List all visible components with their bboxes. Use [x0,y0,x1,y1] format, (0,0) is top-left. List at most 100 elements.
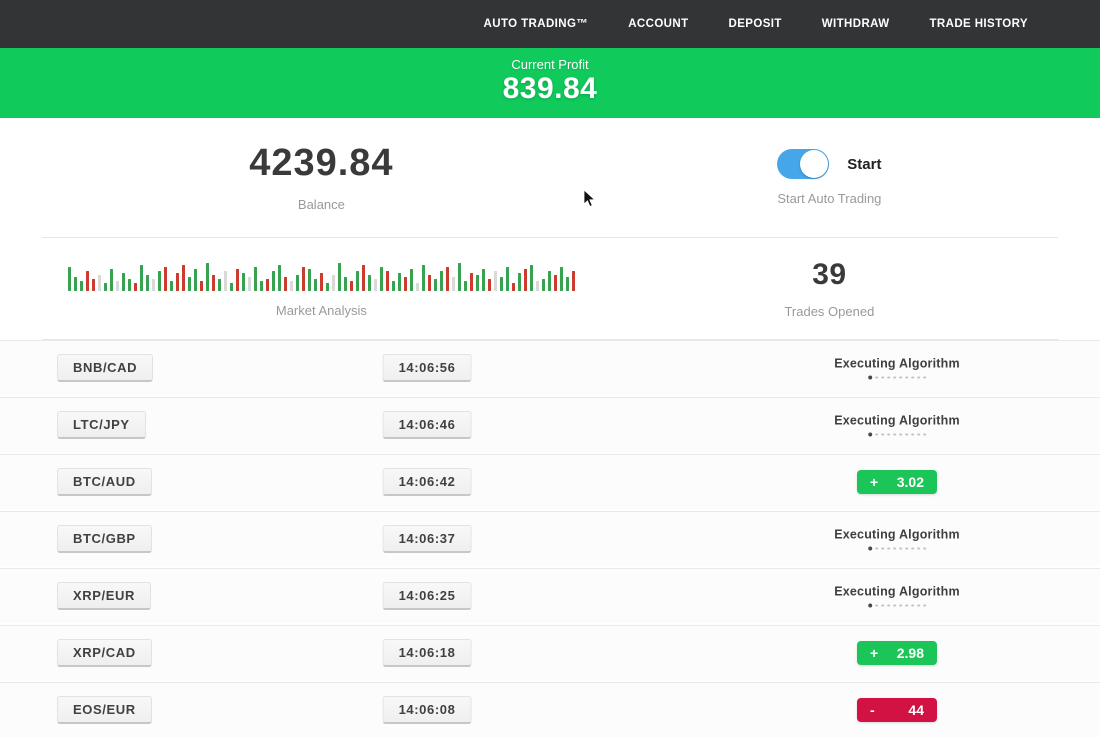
candle-bar [307,269,311,291]
progress-dot [917,547,920,550]
candle-bar [331,275,335,291]
executing-algorithm-label: Executing Algorithm [834,413,960,428]
nav-item-trade-history[interactable]: TRADE HISTORY [929,18,1028,30]
candle-bar [259,281,263,291]
pair-tag[interactable]: LTC/JPY [57,411,146,439]
toggle-state-label: Start [847,155,882,173]
profit-badge: +3.02 [857,470,937,494]
executing-algorithm-label: Executing Algorithm [834,356,960,371]
trade-row: LTC/JPY 14:06:46 Executing Algorithm [0,397,1100,452]
progress-dot [893,547,896,550]
trades-opened-block: 39 Trades Opened [601,238,1058,339]
candle-bar [157,271,161,291]
progress-dot [875,604,878,607]
progress-dot [893,604,896,607]
pair-tag[interactable]: BTC/AUD [57,468,152,496]
candle-bar [133,283,137,291]
market-analysis-label: Market Analysis [275,303,367,318]
nav-item-deposit[interactable]: DEPOSIT [728,18,782,30]
candle-bar [571,271,575,291]
candle-bar [169,281,173,291]
time-tag[interactable]: 14:06:56 [382,354,472,382]
candle-bar [487,279,491,291]
candle-bar [535,281,539,291]
progress-dot [893,433,896,436]
progress-dot [881,604,884,607]
time-tag[interactable]: 14:06:37 [382,525,472,553]
candle-bar [343,277,347,291]
nav-item-account[interactable]: ACCOUNT [628,18,689,30]
executing-algorithm-label: Executing Algorithm [834,527,960,542]
trade-row: BTC/GBP 14:06:37 Executing Algorithm [0,511,1100,566]
nav-item-withdraw[interactable]: WITHDRAW [821,18,890,30]
candle-bar [385,271,389,291]
progress-dot [887,604,890,607]
pair-tag[interactable]: BTC/GBP [57,525,152,553]
time-tag[interactable]: 14:06:08 [382,696,472,724]
candle-bar [79,281,83,291]
progress-dot [905,604,908,607]
current-profit-value: 839.84 [502,72,598,105]
trades-opened-value: 39 [812,258,847,291]
trades-list: BNB/CAD 14:06:56 Executing Algorithm LTC… [0,340,1100,737]
candle-bar [175,273,179,291]
candle-bar [277,265,281,291]
current-profit-label: Current Profit [511,57,589,72]
time-tag[interactable]: 14:06:18 [382,639,472,667]
progress-dot [899,547,902,550]
result-sign: + [870,474,879,490]
progress-dot [905,433,908,436]
candle-bar [109,269,113,291]
trade-status: - 44 [857,698,937,722]
candle-bar [517,273,521,291]
progress-dot [893,376,896,379]
nav-item-auto-trading[interactable]: AUTO TRADING™ [483,18,589,30]
progress-dot [923,604,926,607]
time-tag[interactable]: 14:06:25 [382,582,472,610]
candle-bar [553,275,557,291]
progress-dot [867,546,872,551]
pair-tag[interactable]: XRP/CAD [57,639,152,667]
progress-dot [911,604,914,607]
progress-dot [881,433,884,436]
candle-bar [217,279,221,291]
progress-dot [899,433,902,436]
progress-dot [867,375,872,380]
candle-bar [253,267,257,291]
candle-bar [67,267,71,291]
candle-bar [439,271,443,291]
candle-bar [313,279,317,291]
auto-trading-toggle[interactable] [777,149,830,179]
candle-bar [151,279,155,291]
trade-row: XRP/EUR 14:06:25 Executing Algorithm [0,568,1100,623]
time-tag[interactable]: 14:06:42 [382,468,472,496]
candle-bar [121,273,125,291]
candle-bar [475,275,479,291]
candle-bar [445,267,449,291]
candle-bar [265,279,269,291]
candle-bar [463,281,467,291]
candle-bar [337,263,341,291]
trades-opened-label: Trades Opened [784,304,875,319]
candle-bar [433,279,437,291]
candle-bar [247,277,251,291]
candle-bar [349,281,353,291]
pair-tag[interactable]: BNB/CAD [57,354,154,382]
candle-bar [127,279,131,291]
candle-bar [397,273,401,291]
candle-bar [91,279,95,291]
time-tag[interactable]: 14:06:46 [382,411,472,439]
current-profit-banner: Current Profit 839.84 [0,48,1100,118]
progress-dot [917,604,920,607]
market-analysis-block: Market Analysis [42,238,601,339]
progress-dot [917,433,920,436]
trade-status: +3.02 [857,470,937,494]
progress-dot [887,547,890,550]
progress-dot [923,433,926,436]
progress-dot [911,547,914,550]
candle-bar [319,273,323,291]
candle-bar [529,265,533,291]
pair-tag[interactable]: XRP/EUR [57,582,151,610]
progress-dot [911,376,914,379]
pair-tag[interactable]: EOS/EUR [57,696,152,724]
